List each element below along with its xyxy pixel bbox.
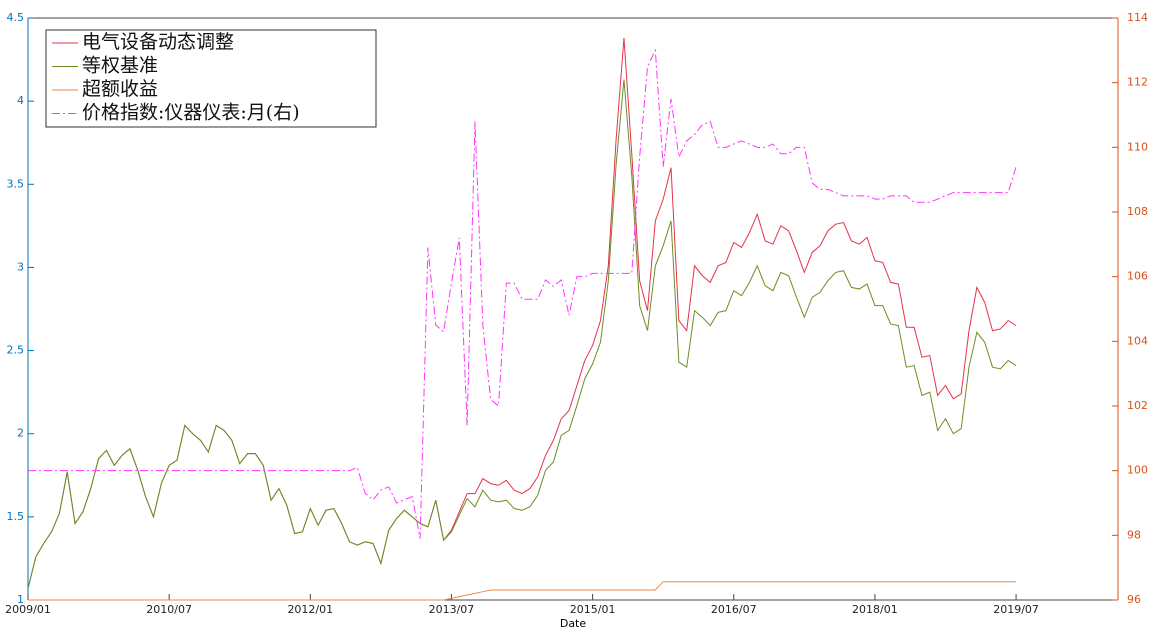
y2-tick-label: 110: [1127, 140, 1148, 153]
x-tick-label: 2019/07: [993, 603, 1039, 616]
y2-tick-label: 114: [1127, 11, 1148, 24]
y-tick-label: 2: [17, 427, 24, 440]
x-tick-label: 2009/01: [5, 603, 51, 616]
y2-tick-label: 98: [1127, 528, 1141, 541]
y-tick-label: 4.5: [7, 11, 25, 24]
legend-label: 电气设备动态调整: [82, 31, 234, 53]
y-tick-label: 2.5: [7, 344, 25, 357]
y2-tick-label: 106: [1127, 270, 1148, 283]
y-tick-label: 3: [17, 260, 24, 273]
legend-box: [45, 29, 377, 128]
y2-tick-label: 100: [1127, 464, 1148, 477]
y-tick-label: 1.5: [7, 510, 25, 523]
legend-label: 超额收益: [82, 78, 158, 100]
x-tick-label: 2018/01: [852, 603, 898, 616]
x-tick-label: 2016/07: [711, 603, 757, 616]
x-axis-label: Date: [560, 617, 587, 630]
y2-tick-label: 112: [1127, 76, 1148, 89]
y2-tick-label: 104: [1127, 334, 1148, 347]
series-line: [28, 581, 1017, 601]
legend-label: 等权基准: [82, 55, 158, 77]
x-tick-label: 2013/07: [429, 603, 475, 616]
y-tick-label: 3.5: [7, 177, 25, 190]
x-tick-label: 2012/01: [287, 603, 333, 616]
series-line: [28, 48, 1017, 539]
y-tick-label: 1: [17, 593, 24, 606]
x-tick-label: 2015/01: [570, 603, 616, 616]
y2-tick-label: 108: [1127, 205, 1148, 218]
legend-label: 价格指数:仪器仪表:月(右): [82, 102, 300, 124]
y-tick-label: 4: [17, 94, 24, 107]
y2-tick-label: 96: [1127, 593, 1141, 606]
x-tick-label: 2010/07: [146, 603, 192, 616]
series-line: [27, 79, 1017, 589]
y2-tick-label: 102: [1127, 399, 1148, 412]
